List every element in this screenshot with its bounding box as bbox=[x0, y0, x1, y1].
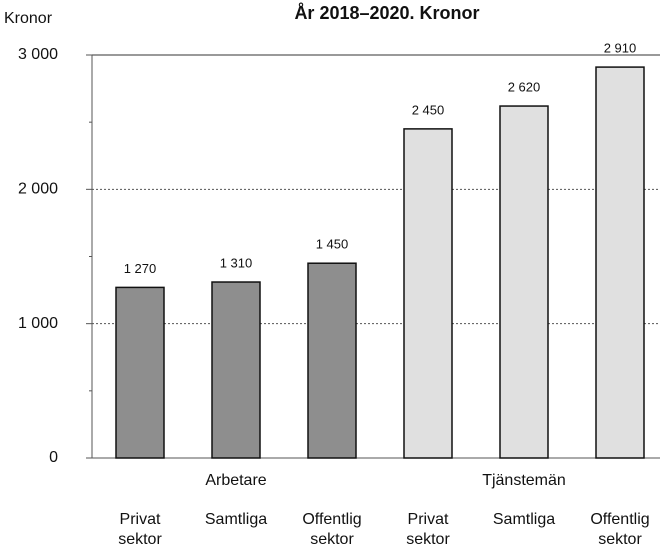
y-tick-label: 3 000 bbox=[18, 46, 58, 63]
bar bbox=[307, 262, 357, 459]
bar bbox=[211, 281, 261, 459]
bar bbox=[403, 128, 453, 459]
value-label: 2 450 bbox=[412, 102, 445, 117]
x-tick-label: Privat sektor bbox=[406, 511, 450, 548]
y-axis-label: Kronor bbox=[4, 10, 53, 27]
x-tick-label: Offentlig sektor bbox=[590, 511, 650, 548]
value-label: 2 620 bbox=[508, 79, 541, 94]
chart-title: År 2018–2020. Kronor bbox=[294, 3, 479, 23]
y-tick-label: 1 000 bbox=[18, 315, 58, 332]
group-label: Arbetare bbox=[205, 472, 266, 489]
value-label: 1 450 bbox=[316, 237, 349, 252]
x-tick-label: Samtliga bbox=[492, 511, 556, 528]
y-tick-label: 0 bbox=[49, 449, 58, 466]
value-label: 2 910 bbox=[604, 41, 637, 56]
group-label: Tjänstemän bbox=[482, 472, 566, 489]
y-tick-label: 2 000 bbox=[18, 181, 58, 198]
x-tick-label: Samtliga bbox=[204, 511, 268, 528]
x-tick-label: Privat sektor bbox=[118, 511, 162, 548]
x-tick-label: Offentlig sektor bbox=[302, 511, 362, 548]
value-label: 1 310 bbox=[220, 255, 253, 270]
value-label: 1 270 bbox=[124, 261, 157, 276]
bar bbox=[499, 105, 549, 459]
bar bbox=[115, 286, 165, 459]
bar bbox=[595, 66, 645, 459]
